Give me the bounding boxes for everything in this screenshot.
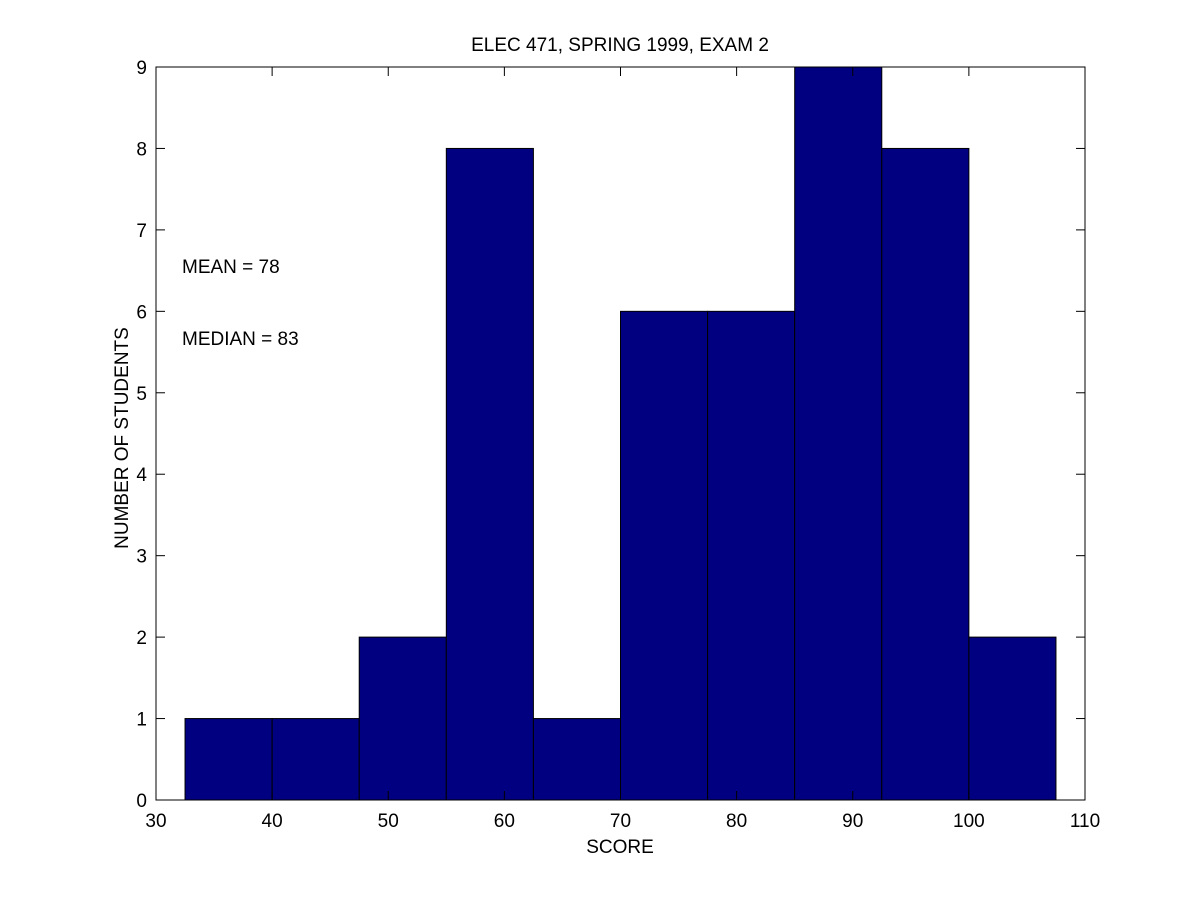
y-tick-label: 4 — [136, 465, 147, 486]
y-tick-label: 2 — [136, 628, 147, 649]
y-tick-labels: 0 1 2 3 4 5 6 7 8 9 — [136, 58, 147, 812]
histogram-bar — [620, 310, 709, 801]
histogram-bar — [794, 66, 883, 801]
histogram-bar — [445, 147, 534, 801]
x-tick-label: 30 — [145, 811, 166, 832]
histogram-bar — [358, 636, 447, 801]
y-tick-label: 8 — [136, 139, 147, 160]
x-tick-labels: 30 40 50 60 70 80 90 100 110 — [145, 811, 1100, 832]
x-tick-label: 40 — [262, 811, 283, 832]
histogram-bar — [968, 636, 1057, 801]
x-tick-label: 90 — [842, 811, 863, 832]
axes-box — [155, 66, 1086, 801]
histogram-bar — [881, 147, 970, 801]
mean-annotation: MEAN = 78 — [182, 257, 280, 278]
y-tick-label: 6 — [136, 302, 147, 323]
x-axis-label: SCORE — [586, 837, 654, 858]
bars — [184, 66, 1057, 801]
y-tick-label: 1 — [136, 710, 147, 731]
y-tick-label: 9 — [136, 58, 147, 79]
y-tick-label: 7 — [136, 221, 147, 242]
x-tick-label: 80 — [726, 811, 747, 832]
x-tick-label: 110 — [1070, 811, 1100, 832]
y-tick-label: 3 — [136, 547, 147, 568]
histogram-bar — [532, 718, 621, 801]
x-tick-label: 100 — [953, 811, 985, 832]
y-axis-label: NUMBER OF STUDENTS — [112, 327, 133, 549]
median-annotation: MEDIAN = 83 — [182, 329, 299, 350]
chart-title: ELEC 471, SPRING 1999, EXAM 2 — [471, 35, 769, 56]
x-tick-label: 60 — [494, 811, 515, 832]
y-tick-label: 5 — [136, 384, 147, 405]
x-tick-label: 70 — [610, 811, 631, 832]
histogram-bar — [184, 718, 273, 801]
y-tick-label: 0 — [136, 791, 147, 812]
x-tick-label: 50 — [378, 811, 399, 832]
histogram-bar — [707, 310, 796, 801]
histogram-bar — [271, 718, 360, 801]
